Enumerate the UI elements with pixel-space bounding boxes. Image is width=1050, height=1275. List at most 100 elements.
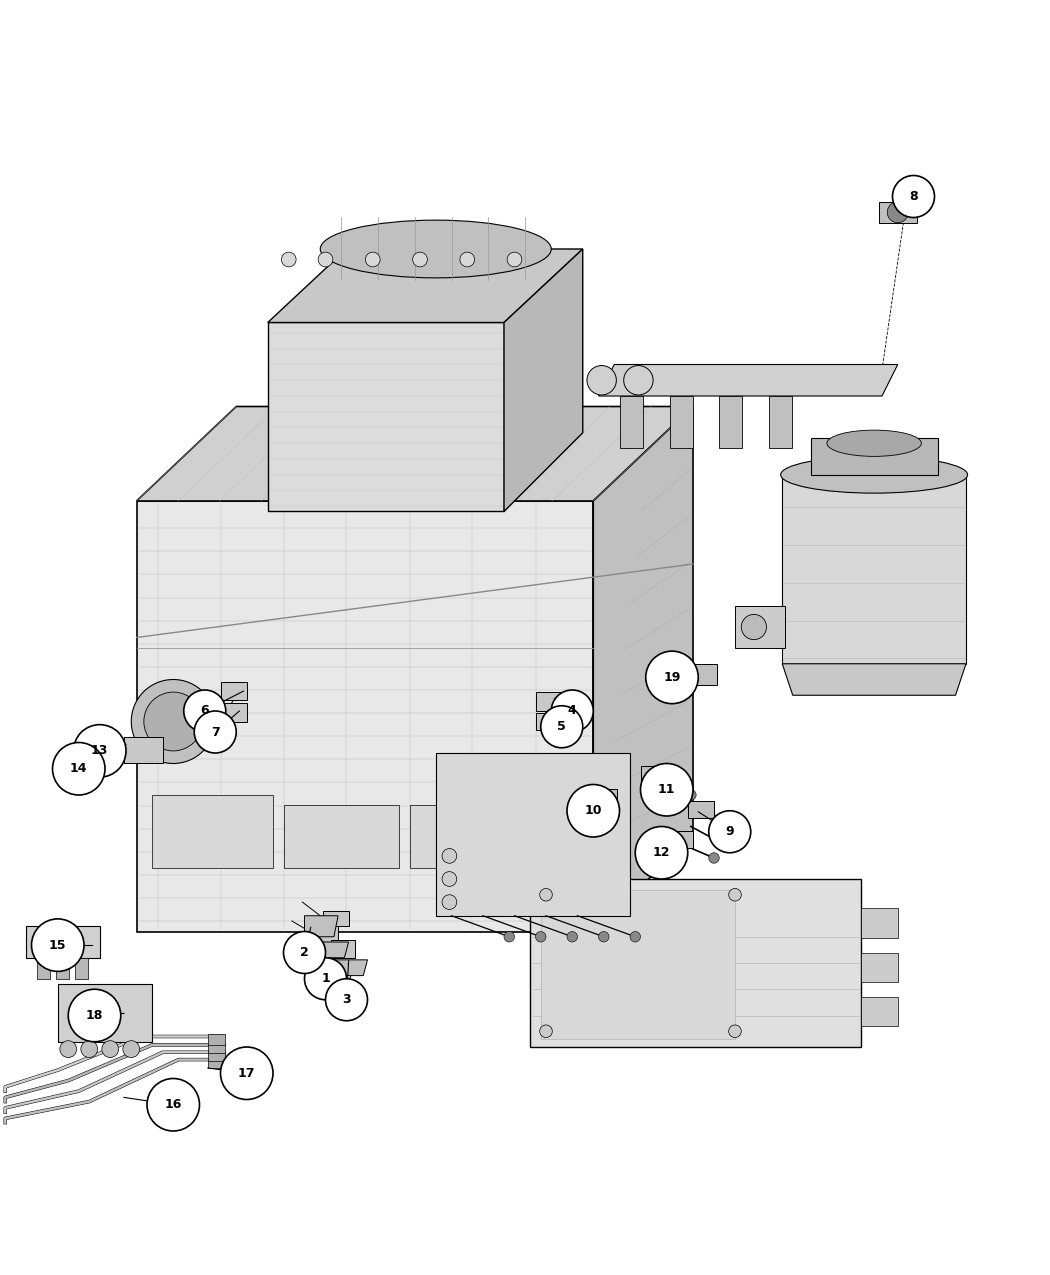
Circle shape: [326, 979, 368, 1021]
Circle shape: [413, 252, 427, 266]
Circle shape: [102, 1040, 119, 1057]
Polygon shape: [331, 940, 355, 958]
Polygon shape: [504, 249, 583, 511]
Text: 2: 2: [300, 946, 309, 959]
Bar: [208, 1034, 225, 1046]
Polygon shape: [686, 664, 717, 685]
Circle shape: [131, 680, 215, 764]
Text: 9: 9: [726, 825, 734, 838]
Circle shape: [365, 252, 380, 266]
Circle shape: [32, 919, 84, 972]
Circle shape: [735, 821, 746, 831]
Circle shape: [624, 366, 653, 395]
Circle shape: [540, 889, 552, 901]
Polygon shape: [620, 397, 643, 449]
Polygon shape: [530, 878, 861, 1047]
Circle shape: [635, 826, 688, 878]
Circle shape: [892, 176, 934, 218]
Polygon shape: [769, 397, 792, 449]
Circle shape: [551, 733, 566, 747]
Circle shape: [442, 849, 457, 863]
Polygon shape: [591, 789, 617, 806]
Polygon shape: [670, 397, 693, 449]
Text: 11: 11: [658, 783, 675, 797]
Polygon shape: [124, 737, 163, 764]
Text: 1: 1: [321, 973, 330, 986]
Polygon shape: [667, 831, 693, 848]
Circle shape: [194, 711, 236, 754]
Circle shape: [507, 252, 522, 266]
Polygon shape: [136, 501, 593, 932]
Ellipse shape: [320, 221, 551, 278]
Circle shape: [504, 932, 514, 942]
Circle shape: [709, 811, 751, 853]
Text: 8: 8: [909, 190, 918, 203]
Text: 15: 15: [49, 938, 66, 951]
Text: 10: 10: [585, 805, 602, 817]
Polygon shape: [879, 201, 917, 223]
Circle shape: [646, 652, 698, 704]
Polygon shape: [284, 806, 399, 868]
Polygon shape: [536, 713, 562, 729]
Polygon shape: [719, 397, 742, 449]
Circle shape: [304, 958, 347, 1000]
Circle shape: [442, 872, 457, 886]
Circle shape: [551, 690, 593, 732]
Text: 18: 18: [86, 1009, 103, 1023]
Polygon shape: [152, 796, 273, 868]
Polygon shape: [334, 960, 367, 975]
Polygon shape: [220, 682, 247, 700]
Circle shape: [729, 889, 741, 901]
Polygon shape: [313, 923, 338, 942]
Polygon shape: [640, 765, 667, 783]
Text: 14: 14: [70, 762, 87, 775]
Polygon shape: [136, 407, 693, 501]
Circle shape: [284, 932, 326, 974]
Text: 5: 5: [558, 720, 566, 733]
Circle shape: [536, 932, 546, 942]
Circle shape: [442, 895, 457, 909]
Circle shape: [567, 784, 619, 836]
Circle shape: [52, 742, 105, 796]
Circle shape: [686, 789, 696, 801]
Polygon shape: [75, 958, 88, 979]
Circle shape: [184, 690, 226, 732]
Circle shape: [144, 692, 203, 751]
Circle shape: [74, 724, 126, 778]
Circle shape: [83, 770, 96, 783]
Circle shape: [68, 989, 121, 1042]
Ellipse shape: [780, 456, 968, 493]
Circle shape: [540, 1025, 552, 1038]
Text: 19: 19: [664, 671, 680, 683]
Circle shape: [587, 366, 616, 395]
Polygon shape: [315, 942, 349, 958]
Polygon shape: [782, 664, 966, 695]
Polygon shape: [304, 915, 338, 937]
Circle shape: [318, 252, 333, 266]
Circle shape: [724, 843, 735, 853]
Polygon shape: [58, 984, 152, 1042]
Polygon shape: [26, 926, 100, 958]
Text: 16: 16: [165, 1098, 182, 1112]
Polygon shape: [598, 365, 898, 397]
Polygon shape: [220, 703, 247, 722]
Text: 4: 4: [568, 705, 576, 718]
Circle shape: [281, 252, 296, 266]
Text: 17: 17: [238, 1067, 255, 1080]
Circle shape: [460, 252, 475, 266]
Polygon shape: [593, 407, 693, 932]
Polygon shape: [56, 958, 69, 979]
Polygon shape: [436, 754, 630, 915]
Polygon shape: [410, 806, 525, 868]
Circle shape: [640, 764, 693, 816]
Text: 7: 7: [211, 725, 219, 738]
Polygon shape: [688, 801, 714, 819]
Polygon shape: [861, 952, 898, 982]
Circle shape: [60, 1040, 77, 1057]
Polygon shape: [861, 997, 898, 1026]
Circle shape: [147, 1079, 200, 1131]
Text: 13: 13: [91, 745, 108, 757]
Polygon shape: [268, 249, 583, 323]
Circle shape: [123, 1040, 140, 1057]
Polygon shape: [735, 606, 785, 648]
